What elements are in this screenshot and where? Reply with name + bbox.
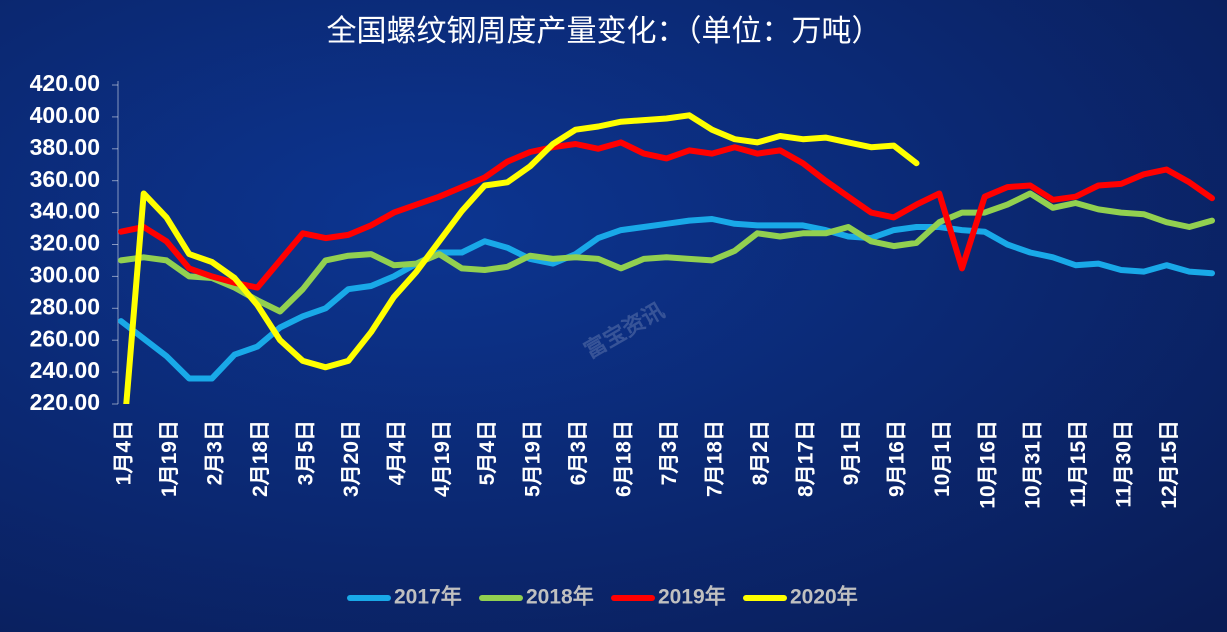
x-tick-label: 5月19日 <box>522 420 545 497</box>
x-tick-label: 5月4日 <box>476 420 499 485</box>
x-tick-label: 3月20日 <box>340 420 363 497</box>
y-tick-label: 220.00 <box>30 389 100 415</box>
series-line <box>118 190 1215 315</box>
x-tick-label: 3月5日 <box>294 420 317 485</box>
x-tick-label: 6月3日 <box>567 420 590 485</box>
series-line <box>118 139 1215 291</box>
x-tick-label: 4月19日 <box>431 420 454 497</box>
x-tick-label: 11月15日 <box>1067 420 1090 508</box>
x-tick-label: 11月30日 <box>1113 420 1136 508</box>
legend-label: 2020年 <box>790 585 858 609</box>
y-tick-label: 240.00 <box>30 357 100 383</box>
x-tick-label: 10月1日 <box>931 420 954 497</box>
y-tick-label: 400.00 <box>30 102 100 128</box>
y-tick-label: 280.00 <box>30 293 100 319</box>
x-tick-label: 8月2日 <box>749 420 772 485</box>
x-tick-label: 1月19日 <box>158 420 181 497</box>
series-line <box>123 112 920 404</box>
y-tick-label: 340.00 <box>30 198 100 224</box>
y-tick-label: 360.00 <box>30 166 100 192</box>
legend-label: 2019年 <box>658 585 726 609</box>
series-line <box>118 216 1215 382</box>
legend-label: 2017年 <box>394 585 462 609</box>
x-tick-label: 7月18日 <box>704 420 727 497</box>
x-tick-label: 10月16日 <box>976 420 999 509</box>
y-tick-label: 420.00 <box>30 70 100 96</box>
legend-label: 2018年 <box>526 585 594 609</box>
x-tick-label: 6月18日 <box>613 420 636 497</box>
x-tick-label: 8月17日 <box>794 420 817 497</box>
x-tick-label: 2月18日 <box>249 420 272 497</box>
y-tick-label: 320.00 <box>30 230 100 256</box>
x-tick-label: 12月15日 <box>1158 420 1181 509</box>
x-tick-label: 4月4日 <box>385 420 408 485</box>
x-tick-label: 10月31日 <box>1022 420 1045 509</box>
y-tick-label: 300.00 <box>30 261 100 287</box>
chart-title: 全国螺纹钢周度产量变化：（单位：万吨） <box>327 15 882 48</box>
x-tick-label: 7月3日 <box>658 420 681 485</box>
x-tick-label: 2月3日 <box>203 420 226 485</box>
y-tick-label: 260.00 <box>30 325 100 351</box>
x-tick-label: 9月1日 <box>840 420 863 485</box>
x-tick-label: 1月4日 <box>113 420 136 485</box>
x-tick-label: 9月16日 <box>885 420 908 497</box>
y-tick-label: 380.00 <box>30 134 100 160</box>
